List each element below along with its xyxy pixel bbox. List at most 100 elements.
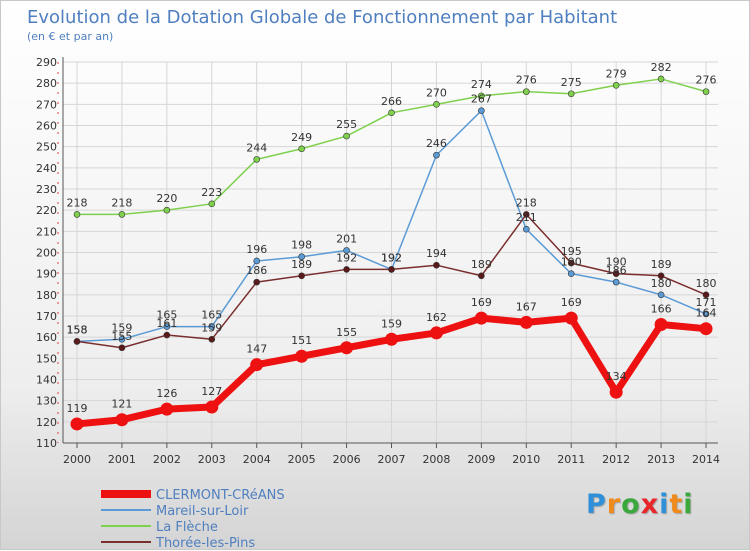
data-point [657,291,665,299]
data-label: 274 [471,78,492,91]
data-label: 244 [246,141,267,154]
y-tick-label: 230 [36,183,57,196]
y-tick-label: 270 [36,98,57,111]
data-point [343,132,350,140]
data-point [654,317,668,331]
data-point [388,109,395,117]
logo-letter: P [586,489,607,520]
data-label: 169 [471,296,492,309]
data-point [253,156,261,163]
logo-letter: r [606,489,622,520]
y-tick-label: 260 [36,120,57,133]
data-point [433,151,440,159]
data-label: 159 [201,321,222,334]
x-tick-label: 2009 [467,453,495,466]
data-point [612,278,620,286]
data-label: 159 [111,321,132,334]
data-label: 276 [516,74,537,87]
data-label: 196 [246,243,267,256]
data-label: 151 [291,334,312,347]
data-point [522,211,530,218]
data-point [433,261,440,269]
y-tick-label: 140 [36,374,57,387]
data-point [115,413,129,427]
data-point [250,358,264,372]
data-label: 126 [156,387,177,400]
logo-letter: t [669,489,684,520]
data-point [522,225,530,233]
data-label: 192 [381,251,402,264]
data-point [567,259,575,267]
data-point [205,400,219,414]
logo-letter: i [659,489,670,520]
data-label: 180 [696,277,717,290]
data-label: 171 [696,296,717,309]
x-tick-label: 2011 [557,453,585,466]
x-tick-label: 2010 [512,453,540,466]
chart-title: Evolution de la Dotation Globale de Fonc… [27,7,617,28]
data-label: 195 [561,245,582,258]
legend-label: CLERMONT-CRéANS [156,488,285,503]
data-point [433,101,440,108]
data-label: 220 [156,192,177,205]
y-tick-label: 110 [36,437,57,450]
y-tick-label: 190 [36,268,57,281]
y-tick-label: 210 [36,225,57,238]
data-point [208,200,216,208]
data-point [567,270,575,277]
data-label: 165 [201,309,222,322]
data-label: 155 [336,326,357,339]
data-label: 192 [381,251,402,264]
data-point [522,88,530,95]
data-point [163,331,171,339]
data-point [253,278,261,286]
data-label: 121 [111,398,132,411]
data-point [118,211,126,218]
x-tick-label: 2004 [243,453,271,466]
y-tick-label: 180 [36,289,57,302]
data-label: 162 [426,311,447,324]
logo-letter: i [683,489,694,520]
data-point [73,338,81,345]
data-point [567,90,575,98]
data-label: 147 [246,343,267,356]
data-label: 158 [67,323,88,336]
y-tick-label: 160 [36,331,57,344]
data-label: 127 [201,385,222,398]
x-tick-label: 2014 [692,453,720,466]
data-label: 167 [516,300,537,313]
data-label: 218 [111,196,132,209]
data-point [298,253,305,261]
x-tick-label: 2001 [108,453,136,466]
y-tick-label: 250 [36,141,57,154]
data-label: 276 [696,74,717,87]
data-point [657,75,665,83]
data-point [73,211,81,218]
data-label: 119 [67,402,88,415]
data-label: 164 [696,307,717,320]
data-label: 282 [651,61,672,74]
data-point [609,385,623,399]
data-label: 279 [606,67,627,80]
y-tick-label: 120 [36,416,57,429]
data-label: 189 [651,258,672,271]
data-point [70,417,84,431]
data-point [253,257,261,265]
data-label: 169 [561,296,582,309]
data-label: 275 [561,76,582,89]
data-label: 218 [67,196,88,209]
series-layer [70,75,713,431]
data-label: 189 [471,258,492,271]
data-point [478,92,485,100]
data-point [298,272,305,280]
data-label: 180 [651,277,672,290]
logo-letter: o [621,489,641,520]
x-tick-label: 2000 [63,453,91,466]
data-point [702,88,710,95]
data-label: 267 [471,93,492,106]
data-point [385,332,399,346]
data-point [564,311,578,325]
